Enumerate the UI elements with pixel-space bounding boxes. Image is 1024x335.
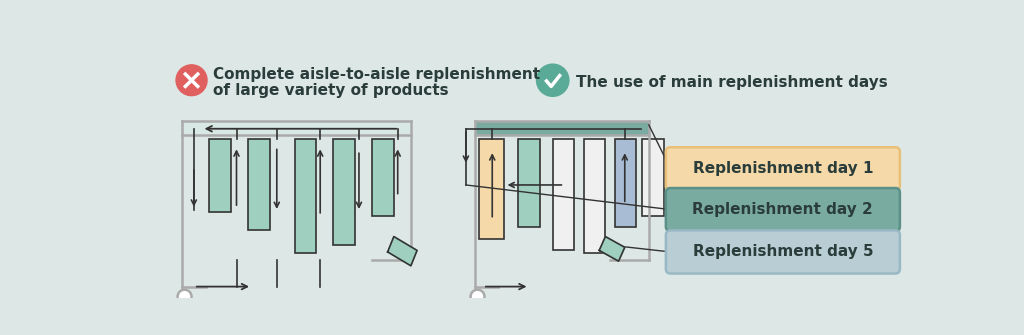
FancyBboxPatch shape — [372, 139, 394, 216]
Circle shape — [177, 290, 191, 304]
FancyBboxPatch shape — [614, 139, 636, 227]
Text: The use of main replenishment days: The use of main replenishment days — [575, 75, 888, 90]
Polygon shape — [388, 237, 417, 266]
FancyBboxPatch shape — [209, 139, 231, 212]
FancyBboxPatch shape — [182, 121, 411, 135]
FancyBboxPatch shape — [584, 139, 605, 253]
Circle shape — [538, 65, 568, 95]
Text: Replenishment day 5: Replenishment day 5 — [692, 245, 873, 259]
FancyBboxPatch shape — [295, 139, 316, 253]
FancyBboxPatch shape — [334, 139, 355, 245]
FancyBboxPatch shape — [479, 139, 504, 239]
Circle shape — [176, 65, 207, 95]
FancyBboxPatch shape — [666, 188, 900, 231]
Text: Replenishment day 2: Replenishment day 2 — [692, 202, 873, 217]
Circle shape — [471, 290, 484, 304]
FancyBboxPatch shape — [666, 147, 900, 190]
FancyBboxPatch shape — [248, 139, 270, 229]
Text: of large variety of products: of large variety of products — [213, 83, 449, 98]
Text: Replenishment day 1: Replenishment day 1 — [692, 161, 873, 176]
FancyBboxPatch shape — [475, 121, 649, 135]
FancyBboxPatch shape — [642, 139, 664, 216]
Polygon shape — [599, 237, 625, 261]
FancyBboxPatch shape — [553, 139, 574, 250]
Text: Complete aisle-to-aisle replenishment: Complete aisle-to-aisle replenishment — [213, 67, 541, 82]
FancyBboxPatch shape — [518, 139, 540, 227]
FancyBboxPatch shape — [666, 230, 900, 273]
